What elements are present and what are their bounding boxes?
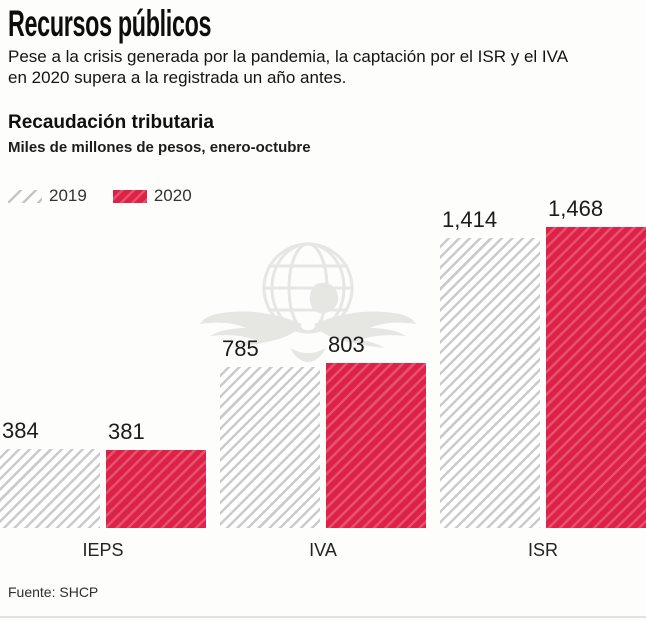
legend: 2019 2020 [8,186,192,206]
legend-label-2020: 2020 [153,186,192,205]
source-note: Fuente: SHCP [8,584,99,600]
value-label-2019-IVA: 785 [222,336,259,361]
category-label-IEPS: IEPS [82,540,124,560]
bar-2019-IVA [220,367,320,528]
chart-subtitle: Miles de millones de pesos, enero-octubr… [8,139,311,156]
value-label-2020-IVA: 803 [328,332,365,357]
chart: 384 381 IEPS 785 803 IVA 1,414 1,468 ISR [0,190,646,560]
legend-item-2019: 2019 [8,186,87,206]
winged-globe-watermark-icon [198,236,418,376]
value-label-2020-ISR: 1,468 [548,196,604,221]
value-label-2019-ISR: 1,414 [442,207,498,232]
legend-swatch-2020-red-icon [112,189,147,203]
bar-2020-ISR [546,227,646,528]
legend-label-2019: 2019 [49,186,87,205]
category-label-IVA: IVA [309,540,337,560]
legend-item-2020: 2020 [112,186,192,206]
subtitle-line-1: Pese a la crisis generada por la pandemi… [8,47,569,66]
bar-2020-IVA [326,363,426,528]
chart-title: Recaudación tributaria [8,112,214,133]
value-label-2020-IEPS: 381 [108,419,145,444]
legend-swatch-2019-hatch-icon [8,189,42,203]
category-label-ISR: ISR [527,540,558,560]
value-label-2019-IEPS: 384 [2,418,39,443]
bar-2019-ISR [440,238,540,528]
bar-2019-IEPS [0,449,100,528]
bar-2020-IEPS [106,450,206,528]
page-title: Recursos públicos [8,3,212,44]
subtitle-line-2: en 2020 supera a la registrada un año an… [8,68,347,87]
page-subtitle: Pese a la crisis generada por la pandemi… [8,46,568,88]
bottom-divider [0,616,646,618]
